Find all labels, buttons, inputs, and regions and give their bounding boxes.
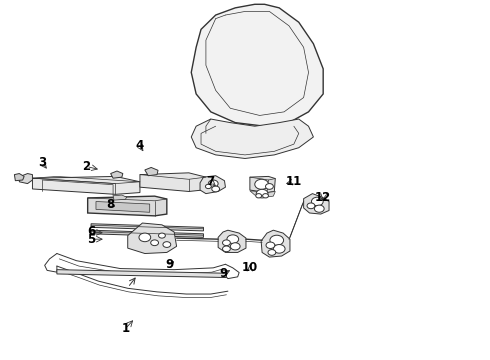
Circle shape [256,194,262,198]
Text: 8: 8 [106,198,115,211]
Circle shape [227,235,239,243]
Circle shape [159,233,165,238]
Polygon shape [91,224,203,231]
Polygon shape [250,176,275,193]
Text: 2: 2 [82,160,90,173]
Polygon shape [32,176,140,194]
Polygon shape [19,174,32,184]
Polygon shape [128,223,176,253]
Circle shape [230,243,240,250]
Polygon shape [191,119,314,158]
Polygon shape [88,196,167,216]
Circle shape [255,179,269,189]
Polygon shape [145,167,158,176]
Polygon shape [261,230,290,257]
Polygon shape [113,195,127,200]
Polygon shape [57,270,226,278]
Polygon shape [218,230,246,252]
Text: 12: 12 [315,191,331,204]
Circle shape [212,186,220,192]
Polygon shape [14,174,24,181]
Circle shape [205,184,211,189]
Polygon shape [91,230,203,237]
Circle shape [222,240,230,246]
Circle shape [268,249,276,255]
Circle shape [315,205,324,212]
Text: 4: 4 [136,139,144,152]
Text: 6: 6 [87,225,95,238]
Text: 7: 7 [207,175,215,188]
Polygon shape [96,202,150,212]
Polygon shape [191,4,323,126]
Text: 9: 9 [219,267,227,280]
Circle shape [163,242,171,247]
Circle shape [208,180,218,187]
Text: 9: 9 [165,258,173,271]
Circle shape [266,184,273,189]
Polygon shape [250,191,275,197]
Text: 5: 5 [87,233,95,246]
Text: 3: 3 [38,156,46,169]
Circle shape [256,189,268,198]
Circle shape [273,244,285,253]
Circle shape [266,242,275,248]
Circle shape [270,235,284,245]
Text: 10: 10 [242,261,258,274]
Circle shape [312,197,323,206]
Text: 1: 1 [121,322,129,335]
Circle shape [263,194,269,198]
Circle shape [222,246,230,252]
Polygon shape [140,173,206,192]
Polygon shape [200,176,225,194]
Circle shape [139,233,151,242]
Polygon shape [111,171,123,178]
Circle shape [307,203,315,209]
Circle shape [151,240,159,246]
Polygon shape [304,194,329,214]
Text: 11: 11 [286,175,302,188]
